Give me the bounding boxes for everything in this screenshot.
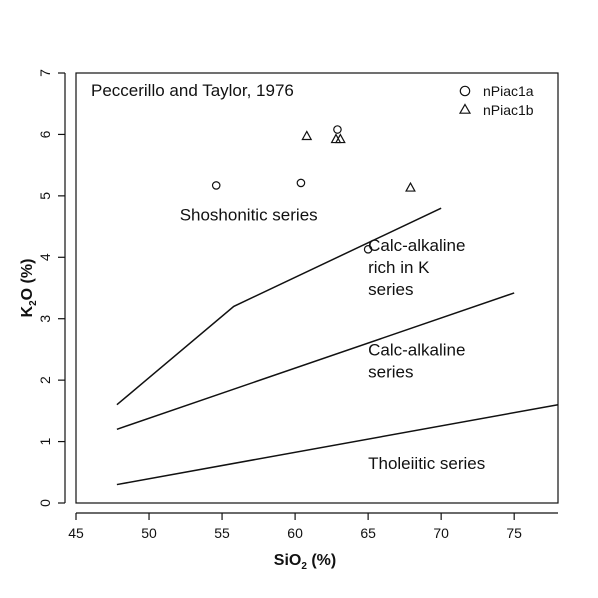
x-axis-title-sub: 2 bbox=[301, 561, 307, 572]
x-tick-label: 60 bbox=[287, 525, 303, 541]
x-tick-label: 50 bbox=[141, 525, 157, 541]
y-axis-title: K2O (%) bbox=[19, 259, 39, 318]
scatter-point-circle bbox=[296, 178, 306, 188]
x-axis-title-main: SiO bbox=[274, 552, 302, 569]
y-tick-label: 6 bbox=[37, 130, 53, 138]
field-label: Calc-alkaline series bbox=[368, 341, 465, 382]
tholeiitic-boundary bbox=[116, 403, 559, 486]
y-tick-label: 7 bbox=[37, 69, 53, 77]
y-axis-title-unit: O (%) bbox=[19, 259, 36, 301]
y-tick-label: 0 bbox=[37, 499, 53, 507]
field-label-line: series bbox=[368, 280, 413, 299]
field-label-line: Tholeiitic series bbox=[368, 454, 485, 473]
x-tick-label: 45 bbox=[68, 525, 84, 541]
x-axis-title-unit: (%) bbox=[307, 552, 336, 569]
field-label-line: Calc-alkaline bbox=[368, 236, 465, 255]
reference-text: Peccerillo and Taylor, 1976 bbox=[91, 81, 294, 100]
scatter-point-circle bbox=[333, 125, 342, 134]
y-tick-label: 5 bbox=[37, 192, 53, 200]
boundaries-group bbox=[116, 207, 559, 486]
y-tick-label: 3 bbox=[37, 315, 53, 323]
x-axis: 45 50 55 60 65 70 75 SiO2 (%) bbox=[68, 512, 558, 572]
x-tick-label: 55 bbox=[214, 525, 230, 541]
legend-circle-icon bbox=[459, 85, 471, 97]
scatter-point-circle bbox=[211, 181, 221, 190]
field-label: Shoshonitic series bbox=[180, 205, 318, 224]
x-axis-title: SiO2 (%) bbox=[274, 552, 336, 572]
legend-label-nPiac1a: nPiac1a bbox=[483, 83, 534, 99]
high-k-boundary bbox=[116, 292, 515, 430]
x-ticks: 45 50 55 60 65 70 75 bbox=[68, 513, 522, 541]
scatter-point-triangle bbox=[405, 181, 416, 192]
shoshonitic-boundary bbox=[116, 207, 442, 406]
legend-label-nPiac1b: nPiac1b bbox=[483, 102, 534, 118]
y-tick-label: 4 bbox=[37, 253, 53, 261]
y-ticks: 0 1 2 3 4 5 6 7 bbox=[37, 69, 65, 507]
field-label: Tholeiitic series bbox=[368, 454, 485, 473]
points-group bbox=[211, 125, 416, 254]
y-axis-title-main: K bbox=[19, 305, 36, 317]
field-label: Calc-alkaline rich in K series bbox=[368, 236, 465, 299]
field-label-line: rich in K bbox=[368, 258, 430, 277]
x-tick-label: 70 bbox=[433, 525, 449, 541]
field-label-line: Shoshonitic series bbox=[180, 205, 318, 224]
scatter-point-triangle bbox=[334, 133, 346, 144]
field-label-line: Calc-alkaline bbox=[368, 341, 465, 360]
field-labels-group: Shoshonitic series Calc-alkaline rich in K… bbox=[180, 205, 486, 473]
legend: nPiac1a nPiac1b bbox=[458, 83, 534, 118]
y-tick-label: 1 bbox=[37, 437, 53, 445]
scatter-point-circle bbox=[363, 245, 373, 254]
y-tick-label: 2 bbox=[37, 376, 53, 384]
y-axis-title-sub: 2 bbox=[28, 300, 39, 306]
field-label-line: series bbox=[368, 363, 413, 382]
plot-frame bbox=[75, 72, 559, 504]
x-tick-label: 65 bbox=[360, 525, 376, 541]
scatter-point-triangle bbox=[301, 130, 313, 141]
x-tick-label: 75 bbox=[506, 525, 522, 541]
legend-triangle-icon bbox=[458, 103, 472, 114]
